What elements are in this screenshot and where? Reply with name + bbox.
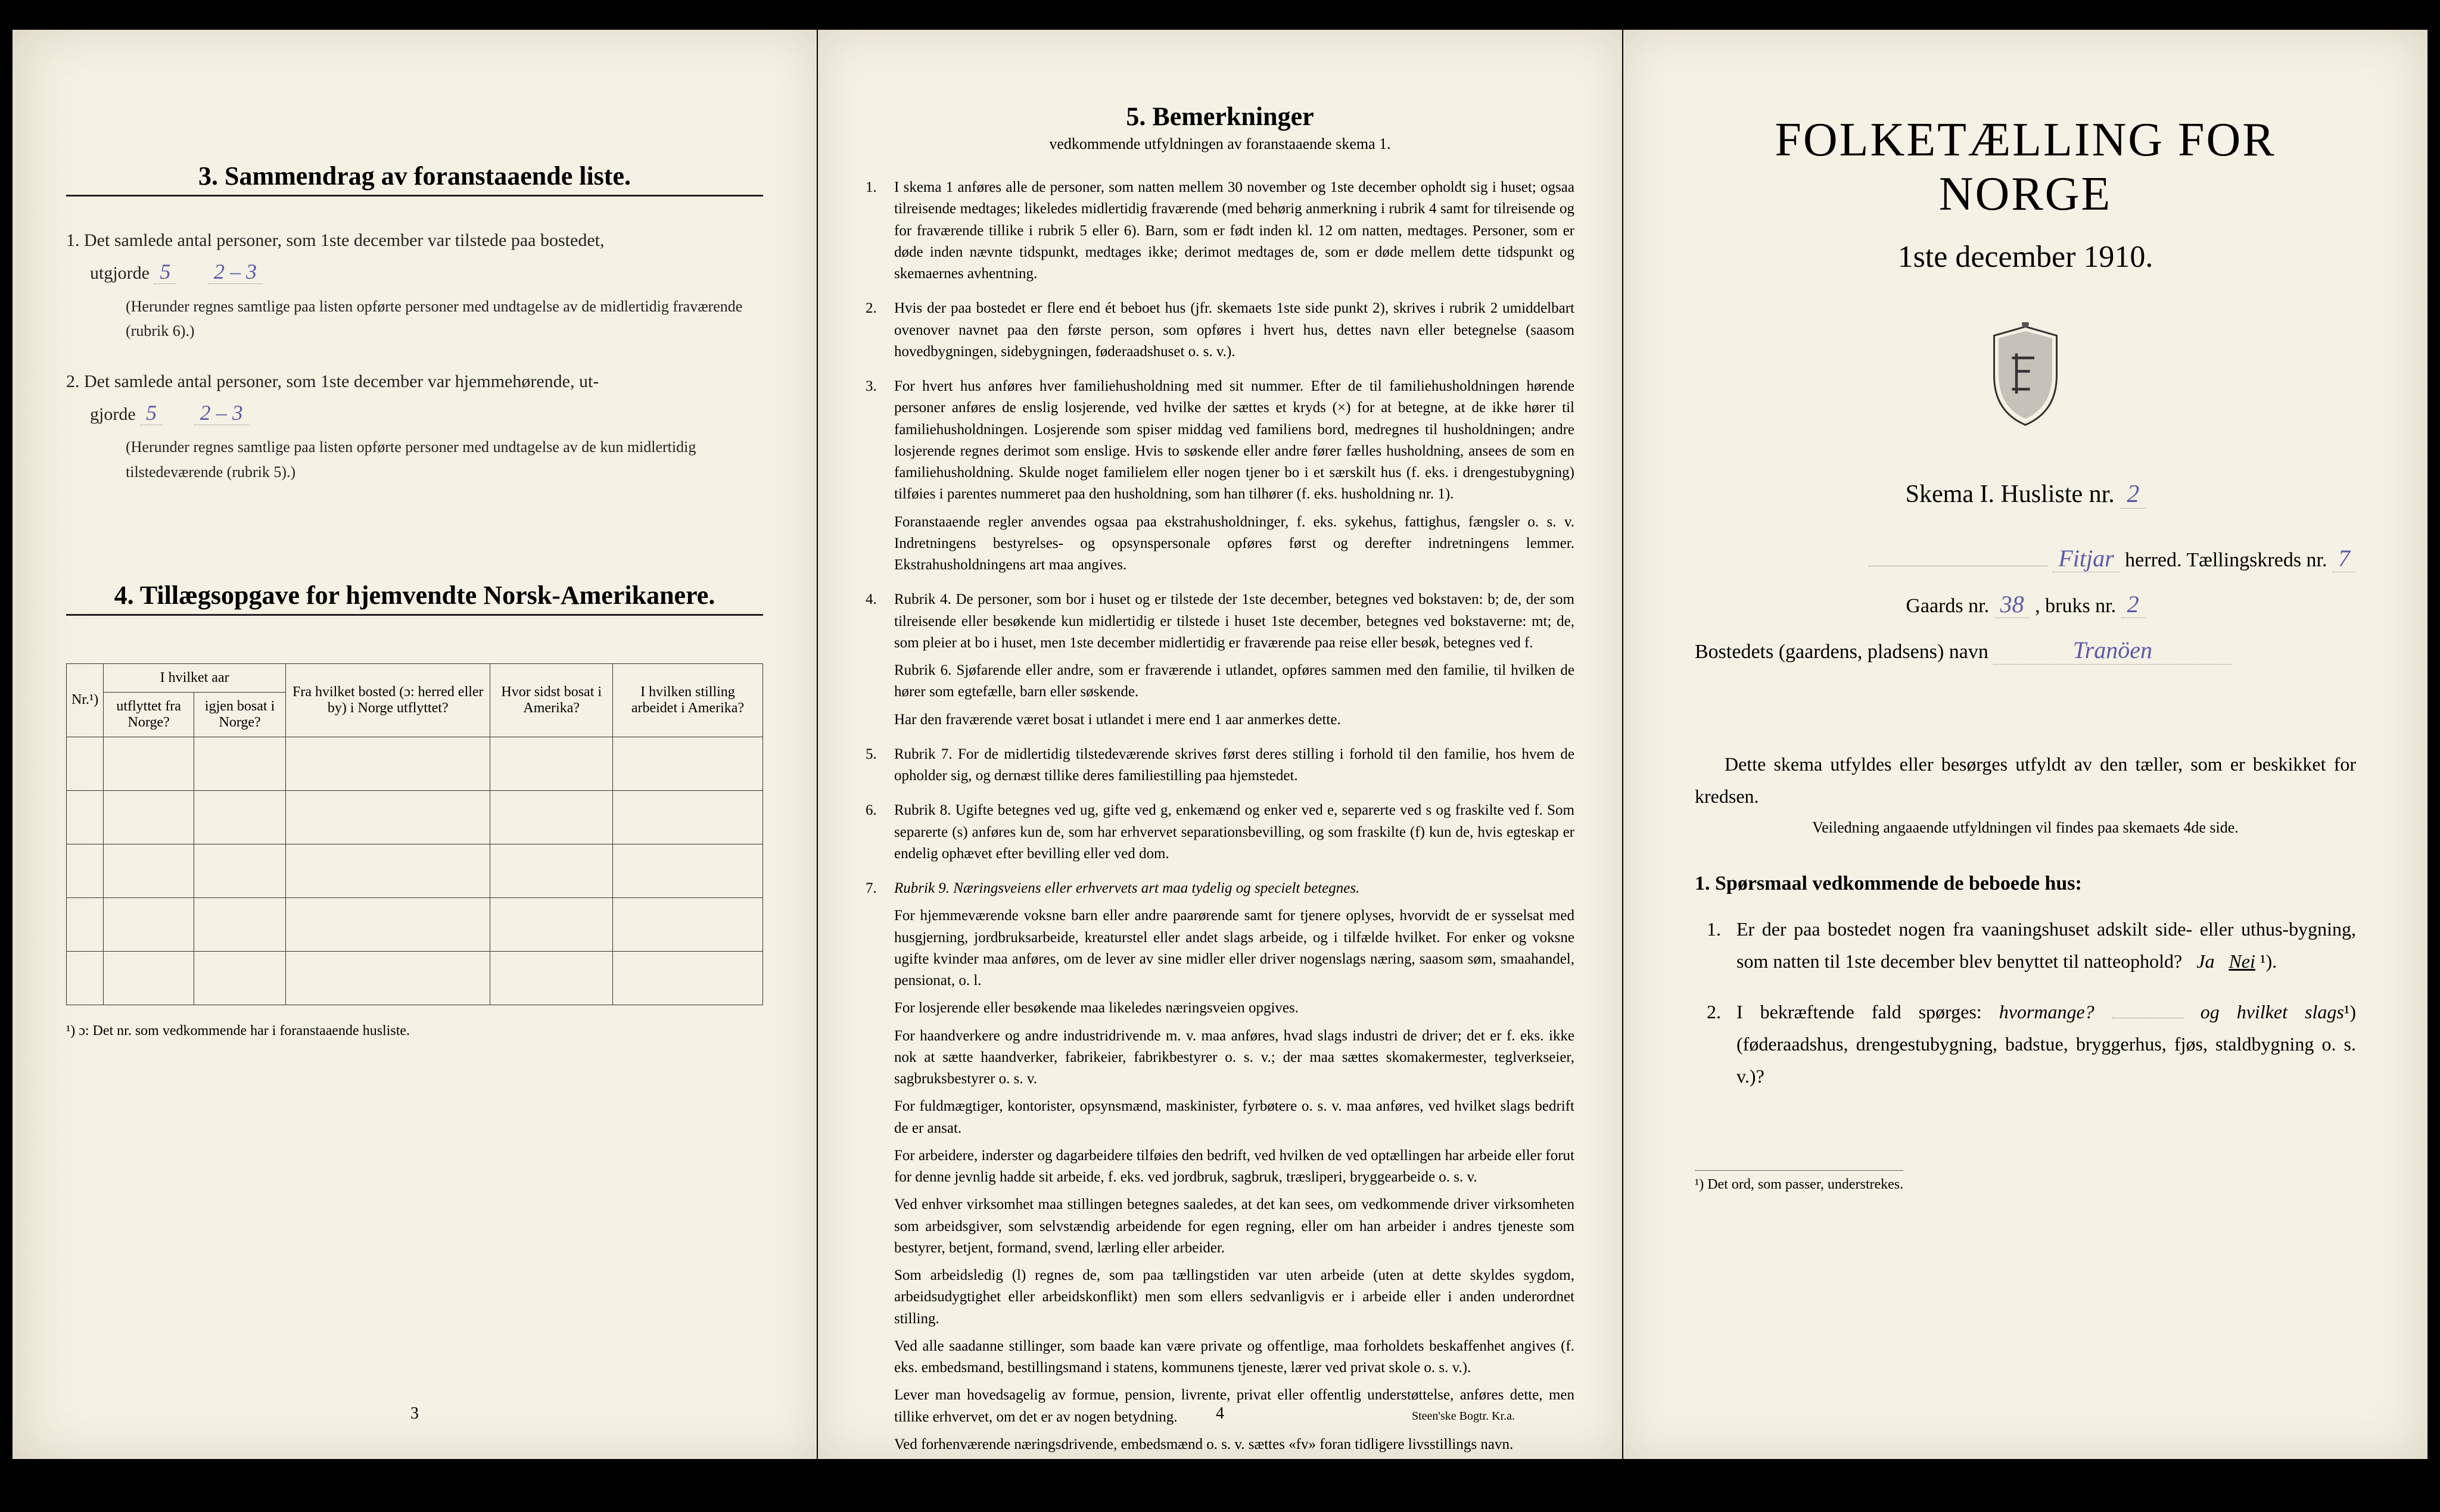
page-3: 3. Sammendrag av foranstaaende liste. 1.…: [13, 30, 817, 1459]
q1-nei: Nei: [2229, 950, 2255, 972]
table-row: [67, 844, 763, 897]
r7i: Ved alle saadanne stillinger, som baade …: [894, 1336, 1574, 1379]
remark-7: Rubrik 9. Næringsveiens eller erhvervets…: [866, 878, 1574, 1455]
item1-sub: (Herunder regnes samtlige paa listen opf…: [126, 294, 763, 344]
remark-2: Hvis der paa bostedet er flere end ét be…: [866, 298, 1574, 363]
bosted-label: Bostedets (gaardens, pladsens) navn: [1695, 641, 1988, 663]
item-1: 1. Det samlede antal personer, som 1ste …: [66, 226, 763, 344]
section-3-title: 3. Sammendrag av foranstaaende liste.: [66, 161, 763, 197]
q1-ja: Ja: [2196, 950, 2214, 972]
r7k: Ved forhenværende næringsdrivende, embed…: [894, 1434, 1574, 1455]
q2a: I bekræftende fald spørges:: [1736, 1001, 1982, 1022]
r4a: Rubrik 4. De personer, som bor i huset o…: [894, 591, 1574, 651]
item-2: 2. Det samlede antal personer, som 1ste …: [66, 367, 763, 485]
bruks-nr: 2: [2121, 591, 2145, 618]
section-5-subtitle: vedkommende utfyldningen av foranstaaend…: [866, 135, 1574, 153]
table-row: [67, 951, 763, 1005]
remark-3: For hvert hus anføres hver familiehushol…: [866, 376, 1574, 576]
item1-hand-count: 5: [154, 260, 176, 284]
table-row: [67, 897, 763, 951]
skema-label: Skema I. Husliste nr.: [1906, 481, 2115, 508]
gaards-line: Gaards nr. 38 , bruks nr. 2: [1695, 590, 2356, 618]
page-4: 5. Bemerkninger vedkommende utfyldningen…: [818, 30, 1622, 1459]
item2-hand-count: 5: [140, 401, 163, 425]
q2d: (føderaadshus, drengestubygning, badstue…: [1736, 1033, 2356, 1087]
item1-text-a: 1. Det samlede antal personer, som 1ste …: [66, 230, 604, 250]
remark-1: I skema 1 anføres alle de personer, som …: [866, 177, 1574, 285]
document-spread: 3. Sammendrag av foranstaaende liste. 1.…: [13, 30, 2427, 1459]
herred-label: herred. Tællingskreds nr.: [2125, 549, 2327, 571]
item2-text-b: gjorde: [90, 404, 136, 424]
main-title: FOLKETÆLLING FOR NORGE: [1695, 113, 2356, 222]
herred-line: Fitjar herred. Tællingskreds nr. 7: [1695, 544, 2356, 572]
remark-4: Rubrik 4. De personer, som bor i huset o…: [866, 589, 1574, 731]
r7a: Rubrik 9. Næringsveiens eller erhvervets…: [894, 880, 1359, 896]
section-3-body: 1. Det samlede antal personer, som 1ste …: [66, 226, 763, 485]
printer-imprint: Steen'ske Bogtr. Kr.a.: [1412, 1410, 1515, 1423]
th-where: Hvor sidst bosat i Amerika?: [490, 663, 612, 737]
th-emigrated: utflyttet fra Norge?: [104, 692, 194, 737]
remark-5: Rubrik 7. For de midlertidig tilstedevær…: [866, 744, 1574, 787]
q2b: hvormange?: [1999, 1001, 2094, 1022]
th-returned: igjen bosat i Norge?: [194, 692, 286, 737]
r7c: For losjerende eller besøkende maa likel…: [894, 997, 1574, 1019]
r4c: Har den fraværende været bosat i utlande…: [894, 709, 1574, 731]
skema-line: Skema I. Husliste nr. 2: [1695, 480, 2356, 509]
footnote3-text: ¹) Det ord, som passer, understrekes.: [1695, 1177, 1903, 1192]
remarks-list: I skema 1 anføres alle de personer, som …: [866, 177, 1574, 1512]
r3b: Foranstaaende regler anvendes ogsaa paa …: [894, 512, 1574, 576]
question-heading: 1. Spørsmaal vedkommende de beboede hus:: [1695, 872, 2356, 895]
table-row: [67, 790, 763, 844]
th-nr: Nr.¹): [67, 663, 104, 737]
r7h: Som arbeidsledig (l) regnes de, som paa …: [894, 1265, 1574, 1330]
page-number: 3: [410, 1404, 419, 1423]
r3a: For hvert hus anføres hver familiehushol…: [894, 378, 1574, 502]
gaards-nr: 38: [1994, 591, 2030, 618]
item2-sub: (Herunder regnes samtlige paa listen opf…: [126, 435, 763, 484]
item2-hand-ratio: 2 – 3: [194, 401, 249, 425]
r7d: For haandverkere og andre industridriven…: [894, 1025, 1574, 1090]
bosted-name: Tranöen: [1993, 636, 2232, 665]
item1-hand-ratio: 2 – 3: [208, 260, 263, 284]
th-position: I hvilken stilling arbeidet i Amerika?: [612, 663, 762, 737]
bosted-line: Bostedets (gaardens, pladsens) navn Tran…: [1695, 636, 2356, 665]
questions-list: 1. Er der paa bostedet nogen fra vaaning…: [1695, 913, 2356, 1093]
r7e: For fuldmægtiger, kontorister, opsynsmæn…: [894, 1096, 1574, 1139]
section-4-title: 4. Tillægsopgave for hjemvendte Norsk-Am…: [66, 580, 763, 616]
instructions-sub: Veiledning angaaende utfyldningen vil fi…: [1695, 819, 2356, 837]
coat-of-arms-icon: [1695, 322, 2356, 432]
q2c: og hvilket slags: [2201, 1001, 2344, 1022]
table-row: [67, 737, 763, 790]
th-from: Fra hvilket bosted (ɔ: herred eller by) …: [286, 663, 490, 737]
gaards-label: Gaards nr.: [1906, 595, 1989, 617]
bruks-label: , bruks nr.: [2035, 595, 2116, 617]
question-1: 1. Er der paa bostedet nogen fra vaaning…: [1695, 913, 2356, 978]
page-number: 4: [1216, 1404, 1224, 1423]
section-5-title: 5. Bemerkninger: [866, 101, 1574, 132]
husliste-nr: 2: [2121, 481, 2145, 509]
footnote-3: ¹) Det ord, som passer, understrekes.: [1695, 1170, 1903, 1193]
q1-sup: ¹).: [2260, 950, 2277, 972]
census-date: 1ste december 1910.: [1695, 239, 2356, 275]
item1-text-b: utgjorde: [90, 263, 150, 283]
title-page: FOLKETÆLLING FOR NORGE 1ste december 191…: [1623, 30, 2427, 1459]
instructions: Dette skema utfyldes eller besørges utfy…: [1695, 748, 2356, 813]
item2-text-a: 2. Det samlede antal personer, som 1ste …: [66, 372, 599, 391]
r7g: Ved enhver virksomhet maa stillingen bet…: [894, 1194, 1574, 1259]
r7b: For hjemmeværende voksne barn eller andr…: [894, 905, 1574, 992]
r7f: For arbeidere, inderster og dagarbeidere…: [894, 1145, 1574, 1189]
herred-name: Fitjar: [2052, 545, 2120, 572]
kreds-nr: 7: [2332, 545, 2356, 572]
emigrant-table: Nr.¹) I hvilket aar Fra hvilket bosted (…: [66, 663, 763, 1005]
r4b: Rubrik 6. Sjøfarende eller andre, som er…: [894, 660, 1574, 703]
remark-6: Rubrik 8. Ugifte betegnes ved ug, gifte …: [866, 800, 1574, 865]
question-2: 2. I bekræftende fald spørges: hvormange…: [1695, 996, 2356, 1093]
footnote-1: ¹) ɔ: Det nr. som vedkommende har i fora…: [66, 1023, 763, 1039]
th-year: I hvilket aar: [104, 663, 286, 692]
